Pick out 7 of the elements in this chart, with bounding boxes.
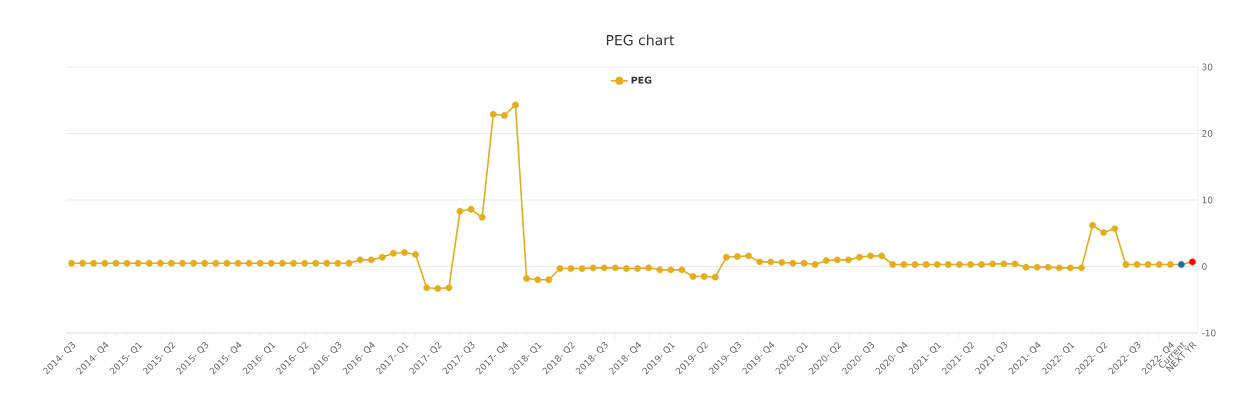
legend-label: PEG <box>631 76 652 84</box>
y-tick-label: 20 <box>1202 130 1213 137</box>
y-tick-label: 0 <box>1202 263 1207 270</box>
y-tick-label: 10 <box>1202 196 1213 204</box>
chart-title: PEG chart <box>606 34 675 46</box>
y-tick-label: -10 <box>1201 329 1216 337</box>
y-tick-label: 30 <box>1202 63 1213 71</box>
